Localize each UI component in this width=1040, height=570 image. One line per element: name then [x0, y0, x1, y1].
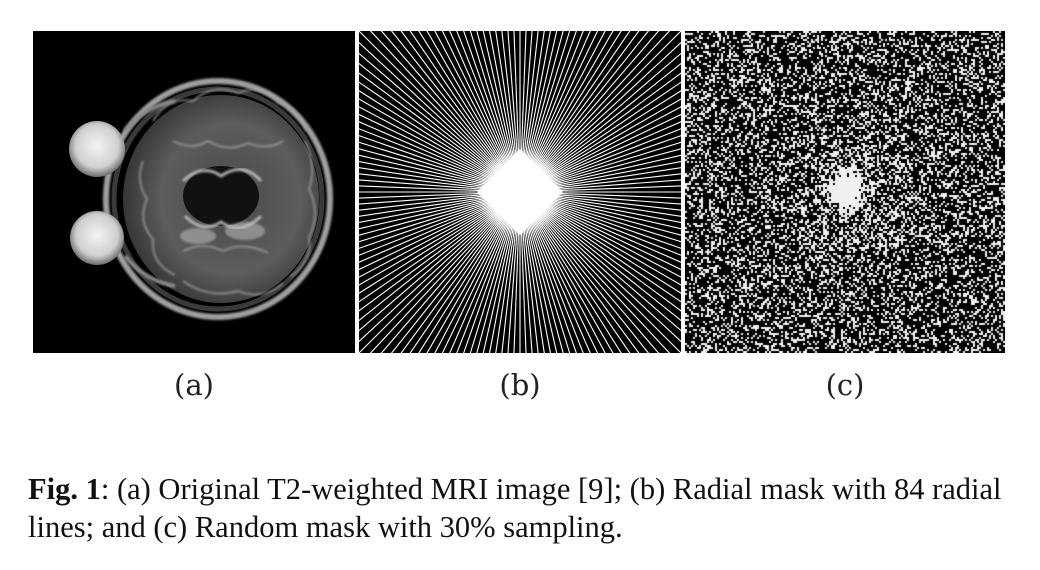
- random-mask-panel: [685, 31, 1005, 353]
- right-eye-region: [70, 211, 124, 265]
- radial-mask-panel: [359, 31, 681, 353]
- figure-caption: Fig. 1: (a) Original T2-weighted MRI ima…: [28, 470, 1018, 546]
- panel-b-label: (b): [499, 368, 541, 402]
- brain-mri-image: [33, 31, 355, 353]
- figure-number: Fig. 1: [28, 472, 101, 506]
- left-eye-region: [69, 121, 125, 177]
- panel-a-label: (a): [174, 368, 214, 402]
- panel-c-label: (c): [825, 368, 865, 402]
- mri-image-panel: [33, 31, 355, 353]
- caption-text: : (a) Original T2-weighted MRI image [9]…: [28, 472, 1002, 544]
- random-mask-image: [685, 31, 1005, 353]
- radial-mask-image: [359, 31, 681, 353]
